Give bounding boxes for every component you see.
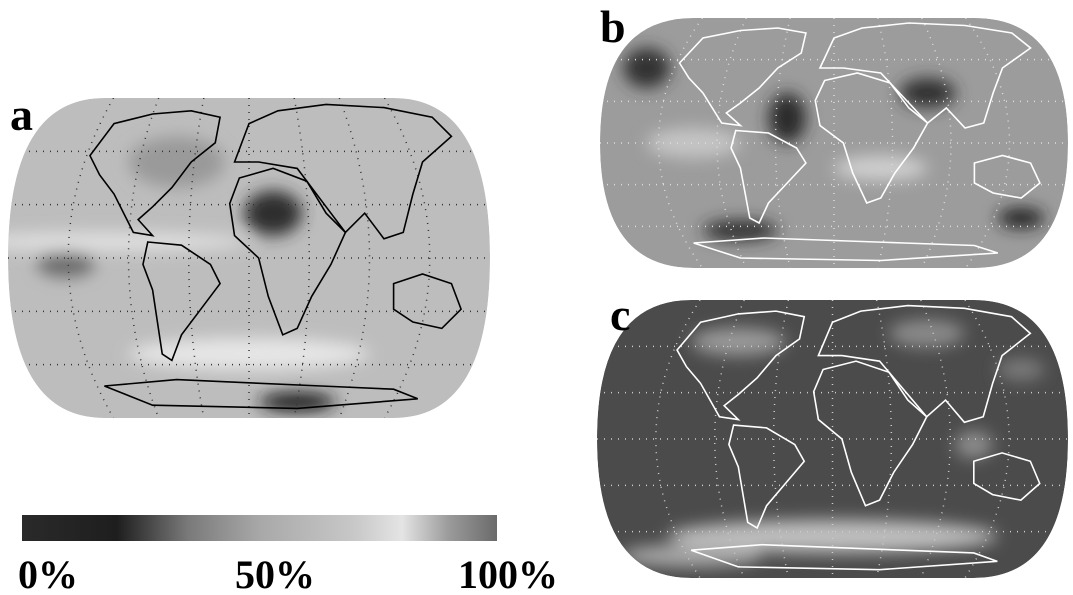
coastline — [691, 545, 997, 570]
coastlines — [90, 104, 461, 408]
map — [600, 18, 1068, 268]
panel-label: c — [610, 289, 630, 340]
colorbar-label: 100% — [458, 552, 558, 595]
graticule — [716, 18, 747, 268]
field-patch — [702, 220, 778, 241]
map-background — [597, 300, 1068, 578]
coastline — [820, 23, 1031, 128]
map — [597, 300, 1068, 578]
graticule — [188, 98, 205, 418]
field-patch — [128, 338, 370, 370]
colorbar — [22, 515, 497, 541]
field-pattern — [8, 136, 370, 412]
graticule — [383, 98, 431, 418]
coastline — [974, 453, 1040, 500]
map — [8, 98, 490, 418]
map-background — [8, 98, 490, 418]
graticule — [293, 98, 311, 418]
field-patch — [620, 544, 762, 567]
colorbar-label: 0% — [18, 552, 78, 595]
field-patch — [244, 190, 303, 236]
coastline — [818, 306, 1030, 423]
graticule — [875, 300, 893, 578]
graticule — [657, 18, 703, 268]
coastlines — [677, 306, 1040, 570]
graticule — [964, 300, 1010, 578]
coastline — [731, 131, 806, 224]
panel-label: a — [10, 89, 33, 140]
graticule — [965, 18, 1011, 268]
field-patch — [899, 78, 956, 108]
field-patch — [954, 430, 993, 459]
coastline — [694, 238, 998, 261]
field-patch — [128, 136, 225, 188]
coastline — [90, 111, 220, 236]
graticule — [772, 300, 790, 578]
coastlines — [680, 23, 1040, 261]
field-patch — [8, 232, 250, 252]
graticule — [877, 18, 894, 268]
field-patch — [889, 319, 965, 348]
coastline — [680, 28, 806, 126]
field-patch — [623, 48, 671, 88]
field-patch — [646, 128, 741, 158]
graticule — [921, 18, 952, 268]
field-pattern — [623, 48, 1045, 241]
coastline — [394, 274, 461, 328]
coastline — [974, 156, 1040, 198]
field-patch — [997, 208, 1045, 228]
graticule — [655, 300, 701, 578]
field-patch — [768, 93, 806, 143]
coastline — [104, 380, 417, 409]
map-background — [600, 18, 1068, 268]
coastline — [235, 104, 452, 238]
coastline — [729, 425, 804, 528]
coastline — [677, 311, 804, 419]
graticule — [774, 18, 791, 268]
colorbar-label: 50% — [235, 552, 315, 595]
field-patch — [691, 327, 786, 356]
maps — [8, 18, 1068, 578]
panel-label: b — [600, 1, 626, 52]
coastline — [143, 242, 220, 360]
field-pattern — [620, 319, 1045, 567]
field-patch — [997, 358, 1045, 381]
field-patch — [36, 251, 95, 278]
graticule — [67, 98, 115, 418]
field-patch — [667, 519, 998, 553]
